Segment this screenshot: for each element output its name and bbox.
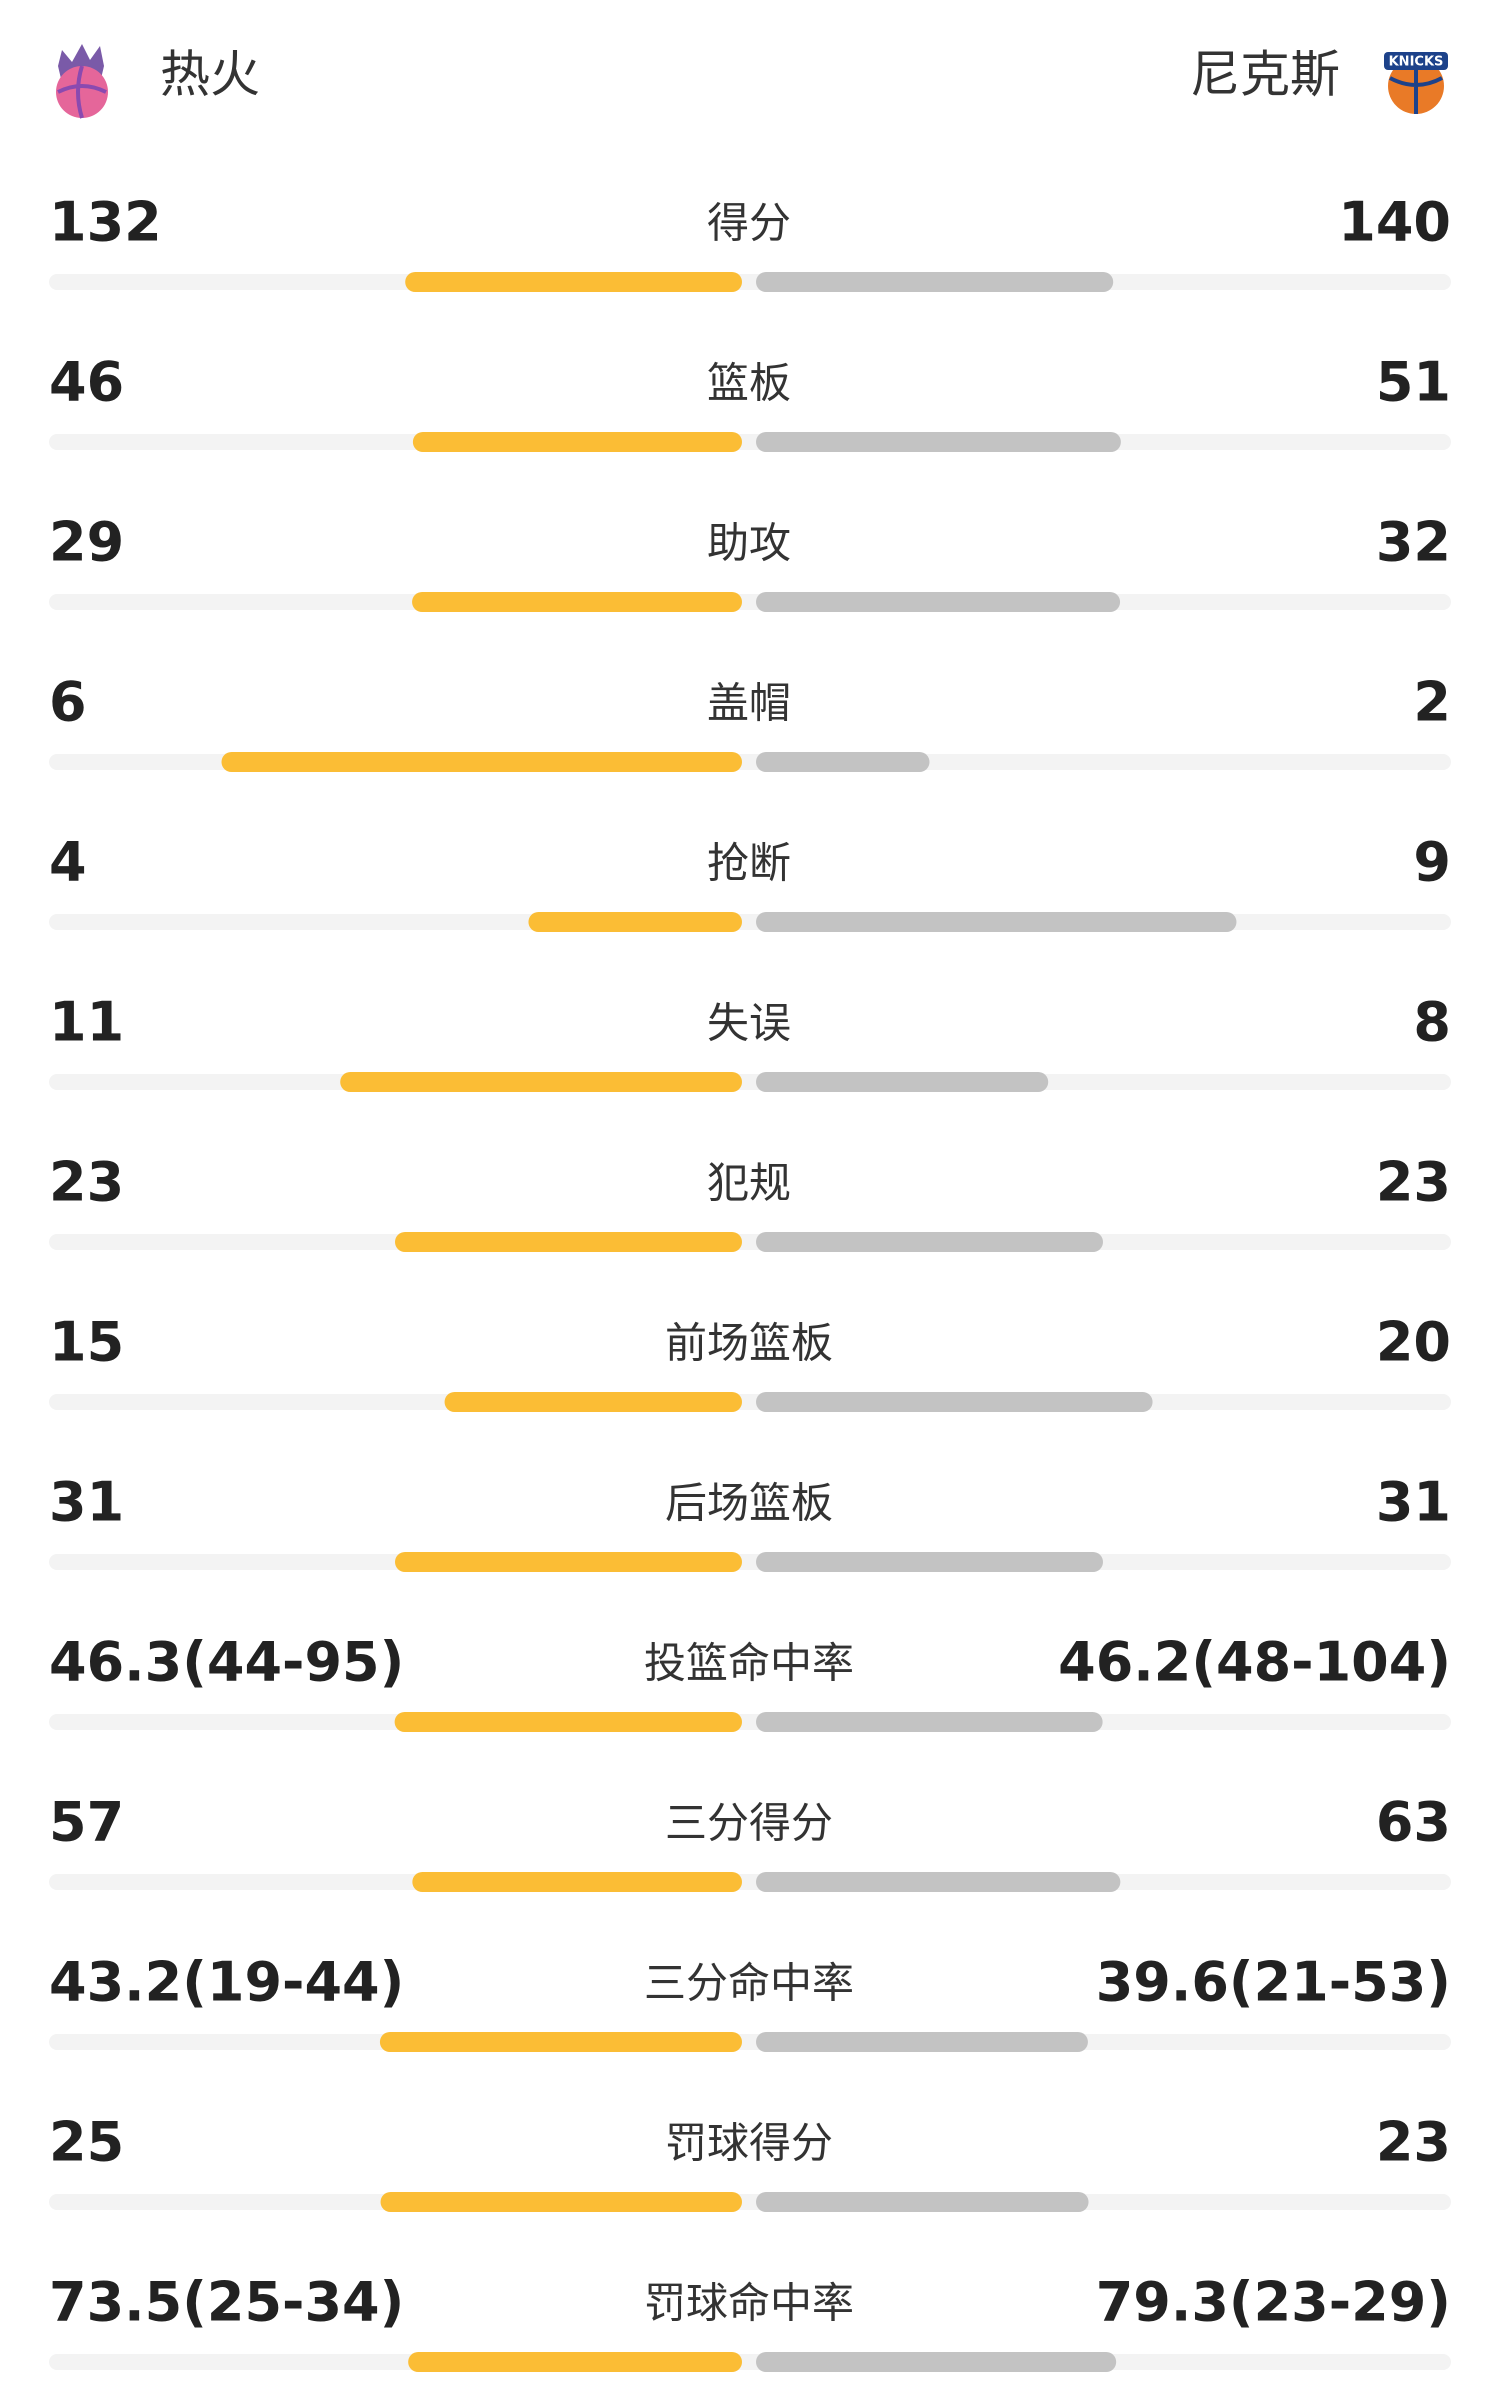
away-bar xyxy=(756,592,1121,612)
stat-label: 罚球得分 xyxy=(665,2119,833,2168)
away-bar xyxy=(756,1872,1121,1892)
away-bar xyxy=(756,2192,1089,2212)
away-team: 尼克斯 xyxy=(1190,46,1340,104)
away-value: 20 xyxy=(1376,1311,1451,1374)
stat-label: 后场篮板 xyxy=(665,1479,833,1528)
home-value: 43.2(19-44) xyxy=(49,1951,404,2014)
home-bar xyxy=(395,1232,742,1252)
bar-track xyxy=(49,1874,1451,1890)
away-bar xyxy=(756,2352,1117,2372)
home-bar xyxy=(528,912,742,932)
home-bar xyxy=(395,1552,742,1572)
stat-label: 得分 xyxy=(707,199,791,248)
away-value: 31 xyxy=(1376,1471,1451,1534)
home-bar xyxy=(412,1872,742,1892)
stat-label: 篮板 xyxy=(707,359,791,408)
away-value: 51 xyxy=(1376,351,1451,414)
bar-track xyxy=(49,2194,1451,2210)
away-value: 39.6(21-53) xyxy=(1096,1951,1451,2014)
home-bar xyxy=(412,592,742,612)
home-logo xyxy=(56,44,108,119)
away-value: 140 xyxy=(1338,191,1451,254)
home-bar xyxy=(408,2352,742,2372)
home-bar xyxy=(405,272,742,292)
bar-track xyxy=(49,274,1451,290)
stat-label: 失误 xyxy=(707,999,791,1048)
stat-label: 盖帽 xyxy=(707,679,791,728)
stat-label: 前场篮板 xyxy=(665,1319,833,1368)
away-value: 46.2(48-104) xyxy=(1058,1631,1451,1694)
away-value: 23 xyxy=(1376,2111,1451,2174)
home-bar xyxy=(340,1072,742,1092)
away-bar xyxy=(756,912,1237,932)
svg-text:KNICKS: KNICKS xyxy=(1389,55,1444,70)
home-bar xyxy=(379,2032,742,2052)
away-bar xyxy=(756,272,1114,292)
away-value: 32 xyxy=(1376,511,1451,574)
home-bar xyxy=(380,2192,742,2212)
home-value: 46.3(44-95) xyxy=(49,1631,404,1694)
bar-track xyxy=(49,1554,1451,1570)
home-value: 11 xyxy=(49,991,124,1054)
home-bar xyxy=(221,752,742,772)
away-bar xyxy=(756,1232,1103,1252)
away-logo: KNICKS xyxy=(1384,52,1448,114)
bar-track xyxy=(49,434,1451,450)
bar-track xyxy=(49,1394,1451,1410)
home-value: 15 xyxy=(49,1311,124,1374)
home-bar xyxy=(412,432,742,452)
bar-track xyxy=(49,594,1451,610)
stat-label: 投篮命中率 xyxy=(644,1639,854,1688)
away-bar xyxy=(756,1712,1103,1732)
bar-track xyxy=(49,1714,1451,1730)
away-value: 23 xyxy=(1376,1151,1451,1214)
away-bar xyxy=(756,2032,1088,2052)
stat-label: 罚球命中率 xyxy=(644,2279,854,2328)
bar-track xyxy=(49,2354,1451,2370)
stat-label: 三分命中率 xyxy=(644,1959,854,2008)
home-team: 热火 xyxy=(160,46,260,104)
away-value: 2 xyxy=(1413,671,1451,734)
home-value: 23 xyxy=(49,1151,124,1214)
home-value: 57 xyxy=(49,1791,124,1854)
stat-label: 犯规 xyxy=(707,1159,791,1208)
home-value: 29 xyxy=(49,511,124,574)
home-value: 31 xyxy=(49,1471,124,1534)
bar-track xyxy=(49,2034,1451,2050)
bar-track xyxy=(49,1234,1451,1250)
home-value: 73.5(25-34) xyxy=(49,2271,404,2334)
away-bar xyxy=(756,1392,1153,1412)
away-value: 9 xyxy=(1413,831,1451,894)
stat-label: 三分得分 xyxy=(665,1799,833,1848)
away-value: 63 xyxy=(1376,1791,1451,1854)
home-value: 4 xyxy=(49,831,87,894)
home-value: 132 xyxy=(49,191,162,254)
away-value: 8 xyxy=(1413,991,1451,1054)
away-bar xyxy=(756,1072,1049,1092)
away-value: 79.3(23-29) xyxy=(1096,2271,1451,2334)
home-value: 25 xyxy=(49,2111,124,2174)
away-bar xyxy=(756,432,1121,452)
home-bar xyxy=(394,1712,742,1732)
home-bar xyxy=(444,1392,742,1412)
home-value: 46 xyxy=(49,351,124,414)
bar-track xyxy=(49,914,1451,930)
home-value: 6 xyxy=(49,671,87,734)
bar-track xyxy=(49,1074,1451,1090)
stat-label: 助攻 xyxy=(707,519,791,568)
stat-label: 抢断 xyxy=(707,839,791,888)
away-bar xyxy=(756,1552,1103,1572)
away-bar xyxy=(756,752,930,772)
